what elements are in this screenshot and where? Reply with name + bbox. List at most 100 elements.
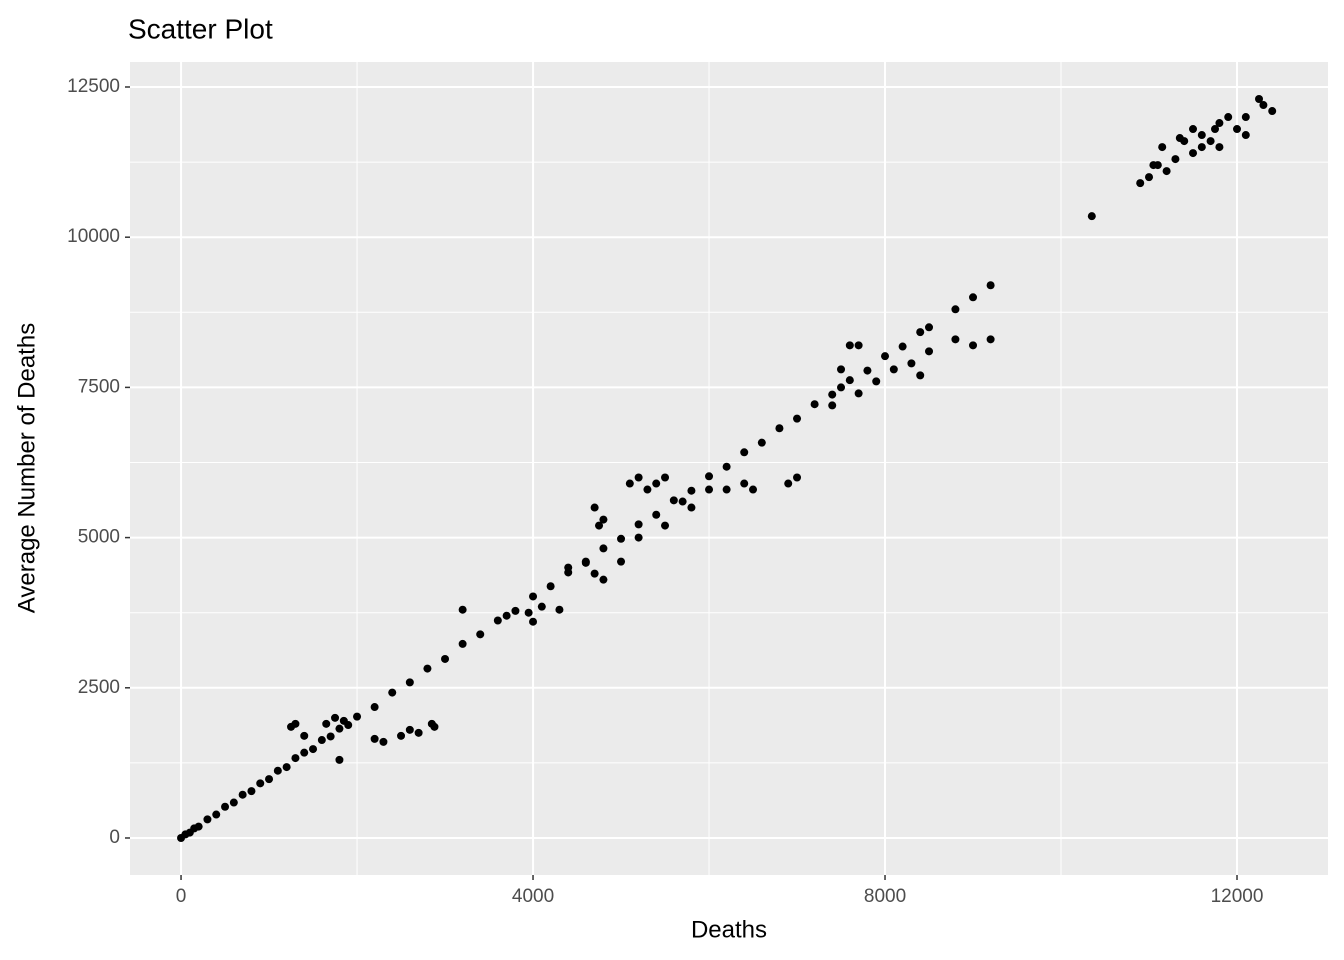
- point: [595, 521, 604, 530]
- point: [414, 728, 423, 737]
- point: [1175, 134, 1184, 143]
- point: [238, 790, 247, 799]
- point: [291, 754, 300, 763]
- point: [1136, 179, 1145, 188]
- x-tick-label: 0: [176, 886, 187, 907]
- point: [247, 787, 256, 796]
- point: [339, 716, 348, 725]
- point: [388, 688, 397, 697]
- point: [546, 582, 555, 591]
- point: [282, 763, 291, 772]
- point: [916, 328, 925, 337]
- point: [898, 342, 907, 351]
- point: [784, 479, 793, 488]
- point: [793, 414, 802, 423]
- point: [590, 503, 599, 512]
- point: [529, 592, 538, 601]
- point: [925, 347, 934, 356]
- point: [722, 485, 731, 494]
- point: [423, 664, 432, 673]
- point: [1224, 113, 1233, 122]
- point: [837, 365, 846, 374]
- point: [1215, 119, 1224, 128]
- point: [986, 281, 995, 290]
- point: [370, 703, 379, 712]
- point: [863, 366, 872, 375]
- point: [300, 748, 309, 757]
- point: [634, 473, 643, 482]
- point: [1255, 95, 1264, 104]
- point: [265, 775, 274, 784]
- point: [1171, 155, 1180, 164]
- x-tick-label: 12000: [1211, 886, 1264, 907]
- point: [331, 713, 340, 722]
- point: [256, 779, 265, 788]
- point: [427, 719, 436, 728]
- point: [678, 497, 687, 506]
- point: [1233, 125, 1242, 134]
- point: [335, 724, 344, 733]
- point: [1189, 149, 1198, 158]
- point: [529, 617, 538, 626]
- point: [705, 472, 714, 481]
- point: [537, 602, 546, 611]
- point: [1211, 125, 1220, 134]
- point: [661, 521, 670, 530]
- point: [590, 569, 599, 578]
- point: [889, 365, 898, 374]
- point: [652, 510, 661, 519]
- x-tick-label: 8000: [864, 886, 906, 907]
- point: [1206, 137, 1215, 146]
- point: [221, 802, 230, 811]
- point: [1189, 125, 1198, 134]
- point: [397, 731, 406, 740]
- point: [203, 815, 212, 824]
- point: [617, 534, 626, 543]
- point: [837, 383, 846, 392]
- point: [925, 323, 934, 332]
- point: [634, 533, 643, 542]
- point: [722, 462, 731, 471]
- point: [1268, 107, 1277, 116]
- point: [828, 390, 837, 399]
- point: [1145, 173, 1154, 182]
- point: [775, 424, 784, 433]
- x-tick-label: 4000: [512, 886, 554, 907]
- point: [845, 376, 854, 385]
- point: [669, 496, 678, 505]
- point: [599, 515, 608, 524]
- point: [309, 745, 318, 754]
- point: [1087, 212, 1096, 221]
- point: [405, 678, 414, 687]
- point: [326, 732, 335, 741]
- point: [564, 563, 573, 572]
- point: [810, 400, 819, 409]
- point: [229, 798, 238, 807]
- point: [1158, 143, 1167, 152]
- point: [687, 486, 696, 495]
- point: [405, 725, 414, 734]
- point: [969, 293, 978, 302]
- point: [951, 335, 960, 344]
- point: [555, 605, 564, 614]
- point: [599, 544, 608, 553]
- y-axis-title: Average Number of Deaths: [13, 323, 40, 613]
- point: [322, 719, 331, 728]
- point: [625, 479, 634, 488]
- point: [687, 503, 696, 512]
- point: [916, 371, 925, 380]
- y-tick-label: 5000: [78, 527, 120, 548]
- point: [634, 520, 643, 529]
- point: [854, 341, 863, 350]
- point: [524, 608, 533, 617]
- point: [845, 341, 854, 350]
- point: [317, 736, 326, 745]
- point: [1149, 161, 1158, 170]
- point: [1241, 113, 1250, 122]
- point: [476, 630, 485, 639]
- point: [1197, 131, 1206, 140]
- point: [370, 734, 379, 743]
- point: [353, 712, 362, 721]
- point: [273, 766, 282, 775]
